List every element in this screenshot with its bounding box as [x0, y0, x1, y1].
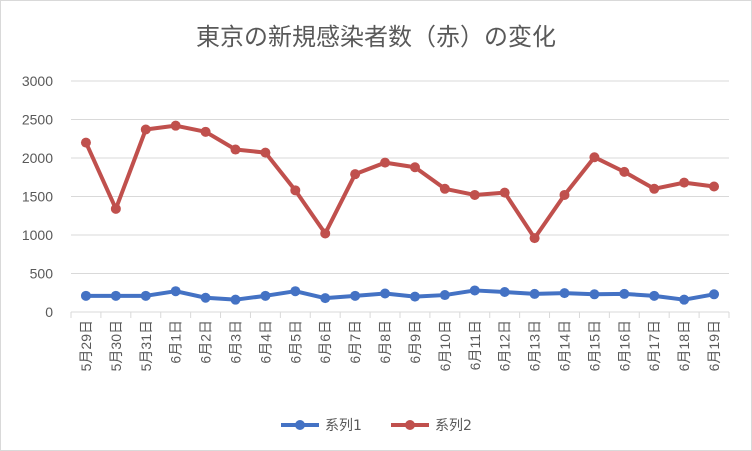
data-point: [469, 285, 480, 296]
x-tick-label: 6月17日: [646, 320, 662, 371]
x-tick-label: 6月2日: [198, 320, 214, 364]
x-tick-label: 6月19日: [706, 320, 722, 371]
data-point: [170, 286, 181, 297]
data-point: [230, 294, 241, 305]
data-point: [619, 288, 630, 299]
x-tick-label: 6月6日: [317, 320, 333, 364]
data-point: [709, 181, 720, 192]
data-point: [499, 286, 510, 297]
legend: 系列1 系列2: [281, 418, 472, 434]
legend-swatch-marker: [295, 420, 305, 430]
data-point: [260, 290, 271, 301]
x-tick-label: 6月1日: [168, 320, 184, 364]
series-2: [80, 120, 720, 244]
data-point: [499, 187, 510, 198]
x-axis: 5月29日 5月30日 5月31日 6月1日 6月2日 6月3日 6月4日 6月5日 6月6日 6…: [70, 312, 730, 371]
data-point: [80, 137, 91, 148]
data-point: [409, 162, 420, 173]
data-point: [649, 290, 660, 301]
x-tick-label: 6月14日: [557, 320, 573, 371]
data-point: [350, 169, 361, 180]
data-point: [529, 288, 540, 299]
x-tick-label: 6月13日: [527, 320, 543, 371]
data-point: [80, 290, 91, 301]
data-point: [350, 290, 361, 301]
data-point: [559, 288, 570, 299]
data-point: [230, 144, 241, 155]
y-tick-label: 1500: [22, 189, 53, 205]
data-point: [170, 120, 181, 131]
y-axis: 0 500 1000 1500 2000 2500 3000: [22, 73, 53, 320]
y-tick-label: 2500: [22, 112, 53, 128]
data-point: [200, 126, 211, 137]
data-point: [380, 288, 391, 299]
x-tick-label: 6月11日: [467, 320, 483, 370]
gridlines: [71, 80, 729, 313]
data-point: [439, 183, 450, 194]
data-point: [679, 294, 690, 305]
legend-item-1: 系列1: [281, 418, 362, 434]
chart-title: 東京の新規感染者数（赤）の変化: [196, 23, 556, 51]
x-tick-label: 6月12日: [497, 320, 513, 371]
x-tick-label: 5月30日: [108, 320, 124, 371]
data-point: [679, 177, 690, 188]
series-layer: [80, 120, 720, 305]
x-tick-label: 6月4日: [257, 320, 273, 364]
data-point: [320, 293, 331, 304]
x-tick-label: 6月8日: [377, 320, 393, 364]
data-point: [709, 289, 720, 300]
data-point: [110, 203, 121, 214]
data-point: [140, 124, 151, 135]
y-tick-label: 0: [45, 304, 53, 320]
data-point: [469, 189, 480, 200]
data-point: [589, 152, 600, 163]
series-1: [80, 285, 720, 305]
data-point: [619, 166, 630, 177]
x-tick-label: 6月16日: [616, 320, 632, 371]
data-point: [290, 185, 301, 196]
x-tick-label: 6月18日: [676, 320, 692, 371]
data-point: [260, 147, 271, 158]
x-tick-label: 6月15日: [586, 320, 602, 371]
data-point: [290, 286, 301, 297]
data-point: [529, 233, 540, 244]
data-point: [409, 291, 420, 302]
x-tick-label: 6月7日: [347, 320, 363, 364]
legend-swatch-marker: [405, 420, 415, 430]
series-1-line: [83, 288, 717, 302]
legend-label: 系列1: [325, 418, 362, 434]
y-tick-label: 500: [30, 266, 54, 282]
data-point: [380, 157, 391, 168]
x-tick-label: 6月9日: [407, 320, 423, 364]
data-point: [649, 183, 660, 194]
y-tick-label: 2000: [22, 150, 53, 166]
x-tick-label: 6月5日: [287, 320, 303, 364]
x-tick-label: 5月31日: [138, 320, 154, 371]
data-point: [320, 228, 331, 239]
x-tick-label: 5月29日: [78, 320, 94, 371]
x-tick-label: 6月3日: [228, 320, 244, 364]
legend-label: 系列2: [435, 418, 472, 434]
data-point: [200, 292, 211, 303]
y-tick-label: 3000: [22, 73, 53, 89]
data-point: [439, 290, 450, 301]
x-tick-label: 6月10日: [437, 320, 453, 371]
series-2-line: [83, 123, 717, 241]
y-tick-label: 1000: [22, 227, 53, 243]
data-point: [589, 289, 600, 300]
data-point: [559, 189, 570, 200]
data-point: [140, 290, 151, 301]
legend-item-2: 系列2: [391, 418, 472, 434]
data-point: [110, 290, 121, 301]
